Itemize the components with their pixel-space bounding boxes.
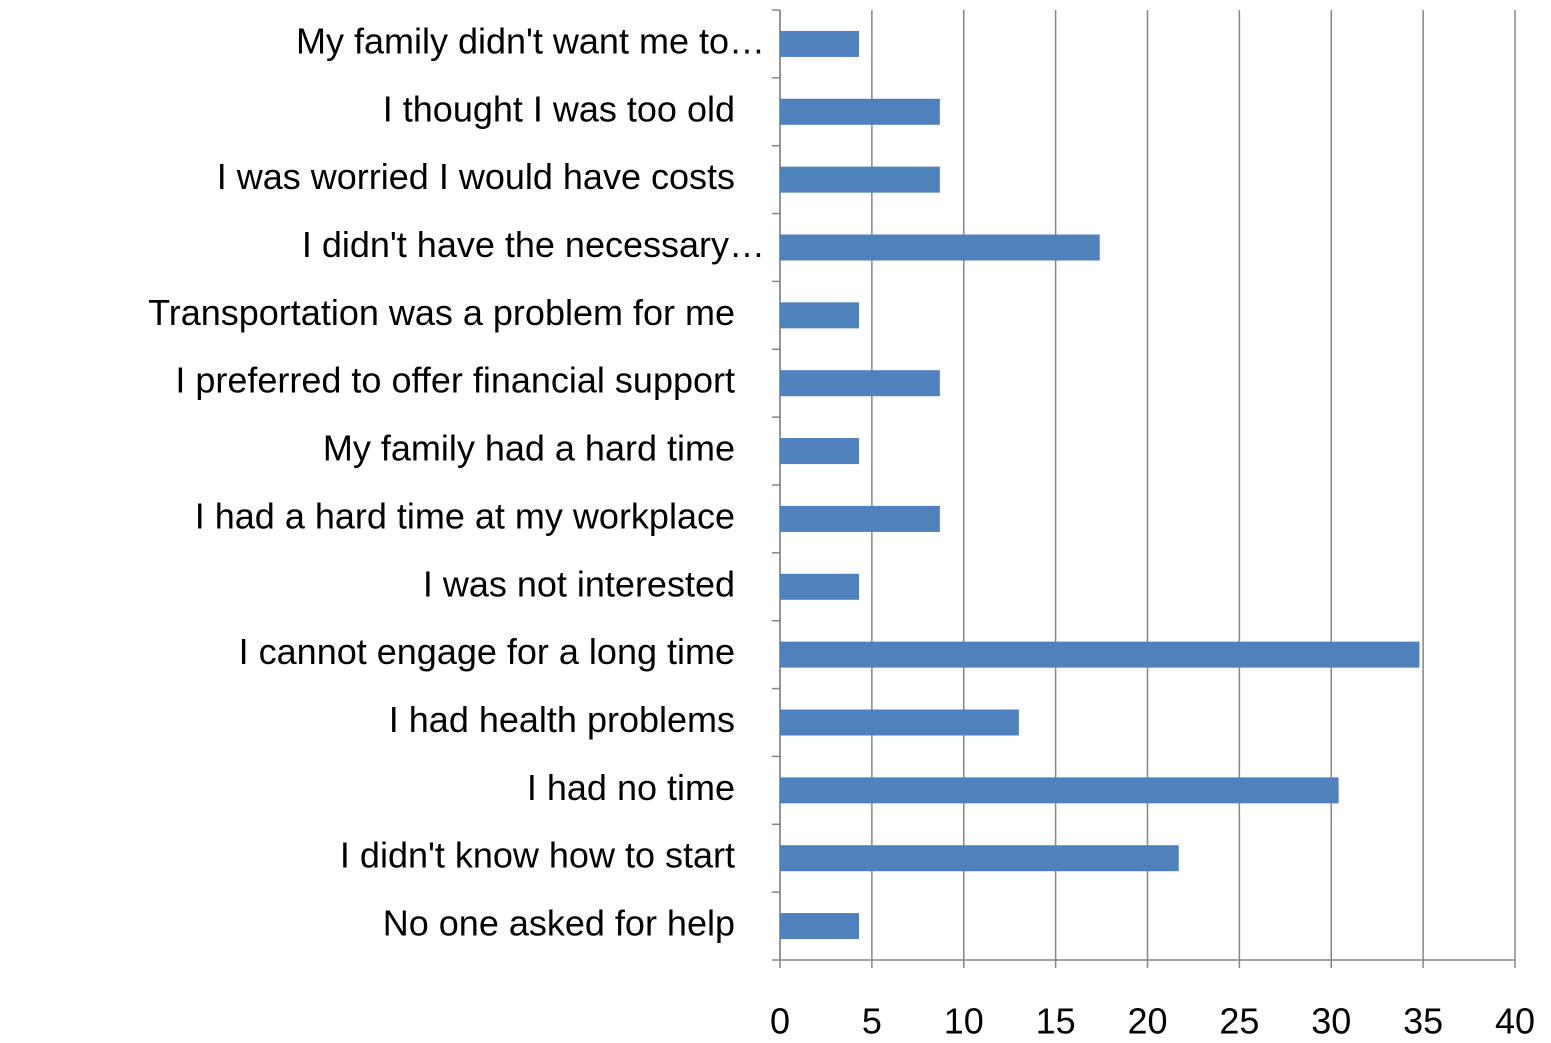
- x-tick-label: 10: [944, 1001, 984, 1042]
- x-tick-label: 30: [1311, 1001, 1351, 1042]
- x-tick-label: 0: [770, 1001, 790, 1042]
- x-tick-label: 15: [1036, 1001, 1076, 1042]
- y-tick-label: I didn't have the necessary…: [302, 224, 765, 265]
- y-tick-label: My family didn't want me to…: [296, 20, 765, 61]
- x-tick-label: 5: [862, 1001, 882, 1042]
- x-tick-label: 20: [1127, 1001, 1167, 1042]
- y-tick-label: I didn't know how to start: [340, 835, 735, 876]
- y-tick-label: I had no time: [527, 767, 735, 808]
- bar: [780, 98, 940, 125]
- y-tick-label: I cannot engage for a long time: [239, 631, 735, 672]
- bar: [780, 641, 1420, 668]
- y-tick-label: My family had a hard time: [323, 428, 735, 469]
- bar: [780, 302, 860, 329]
- y-tick-label: I was not interested: [423, 563, 735, 604]
- x-tick-label: 25: [1219, 1001, 1259, 1042]
- y-tick-label: No one asked for help: [383, 903, 735, 944]
- bar: [780, 370, 940, 397]
- y-tick-label: I was worried I would have costs: [217, 156, 735, 197]
- y-tick-label: I had a hard time at my workplace: [195, 495, 735, 536]
- bar: [780, 777, 1339, 804]
- bar: [780, 845, 1179, 872]
- y-tick-label: I thought I was too old: [383, 88, 735, 129]
- y-tick-label: Transportation was a problem for me: [148, 292, 735, 333]
- bar: [780, 505, 940, 532]
- x-tick-label: 35: [1403, 1001, 1443, 1042]
- x-tick-label: 40: [1495, 1001, 1535, 1042]
- y-tick-label: I had health problems: [389, 699, 735, 740]
- bar: [780, 438, 860, 465]
- bar: [780, 30, 860, 57]
- y-tick-label: I preferred to offer financial support: [175, 360, 735, 401]
- bar: [780, 166, 940, 193]
- bar: [780, 709, 1019, 736]
- bar: [780, 913, 860, 940]
- bar: [780, 234, 1100, 261]
- bar: [780, 573, 860, 600]
